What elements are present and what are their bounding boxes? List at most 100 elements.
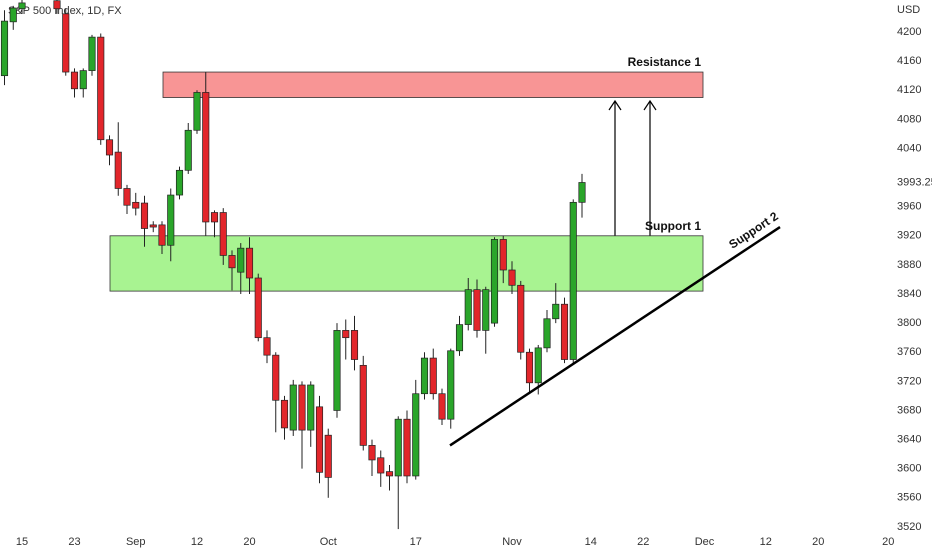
candle-body (578, 182, 586, 203)
candle-body (79, 70, 87, 90)
candle-body (193, 92, 201, 131)
candle-body (543, 318, 551, 349)
candle-body (272, 354, 280, 401)
candle-body (18, 2, 26, 10)
candle-body (298, 384, 306, 431)
candle-body (280, 399, 289, 429)
candle-body (385, 471, 394, 477)
trendline (449, 226, 781, 447)
y-tick-label: 3960 (897, 201, 921, 213)
candle-body (473, 289, 481, 331)
candle-body (315, 406, 324, 473)
candle-body (447, 350, 455, 420)
candle-body (263, 337, 271, 356)
x-tick-label: 17 (410, 536, 422, 548)
x-tick-label: 14 (585, 536, 597, 548)
candle-body (429, 357, 437, 395)
x-tick-label: 20 (812, 536, 824, 548)
candle-body (368, 445, 376, 461)
candle-body (175, 169, 184, 196)
candle-body (464, 289, 472, 325)
candle-body (324, 434, 332, 478)
zone (109, 235, 704, 292)
drawings (109, 71, 704, 292)
chart-title: S&P 500 Index, 1D, FX (8, 5, 122, 17)
candle-body (149, 224, 157, 228)
candle-body (53, 0, 61, 10)
candle-body (140, 202, 149, 229)
candle-body (359, 364, 367, 446)
last-price-label: 3993.25 (897, 176, 932, 188)
candle-body (62, 13, 70, 73)
candle-body (455, 324, 464, 352)
candle-body (525, 351, 534, 384)
zone (162, 71, 704, 98)
candle-body (219, 212, 227, 256)
candle-body (508, 269, 516, 286)
x-tick-label: 22 (637, 536, 649, 548)
candle-body (552, 303, 560, 320)
candle-body (245, 247, 254, 279)
candle-body (438, 393, 446, 420)
x-tick-label: Sep (126, 536, 146, 548)
candle-body (307, 384, 315, 431)
x-tick-label: 12 (191, 536, 203, 548)
candle-body (394, 418, 402, 477)
candle-body (105, 139, 114, 156)
candle-body (9, 7, 17, 23)
y-tick-label: 3680 (897, 404, 921, 416)
y-tick-label: 4120 (897, 84, 921, 96)
y-tick-label: 3520 (897, 521, 921, 533)
axis-unit: USD (897, 4, 920, 16)
candle-body (517, 284, 525, 353)
y-tick-label: 3800 (897, 317, 921, 329)
x-tick-label: 15 (16, 536, 28, 548)
y-tick-label: 4200 (897, 26, 921, 38)
candle-body (534, 347, 542, 384)
y-tick-label: 3560 (897, 492, 921, 504)
candle-body (114, 151, 122, 189)
candle-body (167, 194, 175, 246)
candle-body (289, 384, 297, 431)
candle-body (333, 330, 341, 411)
candle-body (202, 92, 210, 223)
candle-body (228, 255, 236, 269)
y-tick-label: 4160 (897, 55, 921, 67)
candle-body (123, 188, 131, 206)
x-tick-label: 12 (760, 536, 772, 548)
candle-body (254, 277, 262, 339)
candle-body (97, 36, 105, 141)
candle-body (132, 201, 140, 209)
y-tick-label: 3880 (897, 259, 921, 271)
x-tick-label: 20 (243, 536, 255, 548)
x-tick-label: 20 (882, 536, 894, 548)
y-tick-label: 3840 (897, 288, 921, 300)
zone-label: Support 1 (645, 219, 701, 233)
candle-body (499, 239, 507, 271)
candle-body (184, 129, 192, 171)
candle-body (88, 36, 96, 71)
candle-body (569, 201, 577, 360)
y-tick-label: 3920 (897, 230, 921, 242)
candle-body (0, 20, 9, 77)
zone-label: Resistance 1 (628, 55, 702, 69)
candle-body (560, 303, 569, 360)
candle-body (237, 247, 245, 273)
y-tick-label: 3720 (897, 375, 921, 387)
candle-body (350, 330, 359, 360)
y-tick-label: 4080 (897, 113, 921, 125)
candle-body (342, 330, 350, 339)
candle-body (403, 418, 411, 477)
candle-body (158, 224, 166, 246)
candle-body (210, 212, 219, 223)
candle-body (420, 357, 429, 395)
arrow (608, 99, 657, 262)
x-tick-label: Nov (502, 536, 522, 548)
y-tick-label: 4040 (897, 142, 921, 154)
x-tick-label: Dec (695, 536, 715, 548)
y-tick-label: 3600 (897, 463, 921, 475)
candle-body (482, 289, 490, 331)
candle-body (490, 239, 499, 324)
candle-body (70, 71, 79, 90)
